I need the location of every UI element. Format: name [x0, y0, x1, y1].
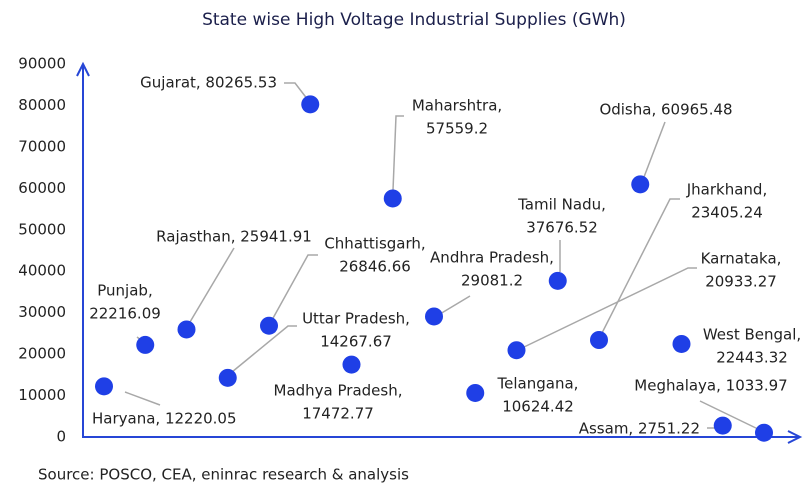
data-label: Maharshtra,	[412, 97, 502, 115]
data-label: 22216.09	[89, 305, 161, 323]
data-label: Gujarat, 80265.53	[140, 74, 277, 92]
point	[136, 335, 155, 354]
y-tick-label: 90000	[18, 55, 66, 73]
leader-line	[231, 325, 297, 373]
y-tick-label: 70000	[18, 137, 66, 155]
y-tick-label: 20000	[18, 345, 66, 363]
data-label: 26846.66	[339, 258, 411, 276]
data-label: Rajasthan, 25941.91	[156, 228, 312, 246]
data-label: Assam, 2751.22	[579, 420, 700, 438]
point	[672, 334, 691, 353]
data-label: Telangana,	[497, 375, 579, 393]
point	[548, 271, 567, 290]
data-label: 17472.77	[302, 405, 374, 423]
data-label: Odisha, 60965.48	[599, 101, 732, 119]
data-label: 22443.32	[716, 349, 788, 367]
y-arrow	[76, 61, 90, 77]
y-tick-label: 0	[56, 428, 66, 446]
leader-line	[189, 247, 235, 323]
data-label: Jharkhand,	[686, 181, 767, 199]
data-label: Uttar Pradesh,	[302, 310, 410, 328]
axes	[82, 66, 798, 438]
y-tick-label: 50000	[18, 220, 66, 238]
leader-line	[601, 198, 680, 334]
point	[260, 316, 278, 335]
leader-line	[392, 115, 404, 191]
point	[218, 368, 237, 387]
data-label: Karnataka,	[701, 250, 782, 268]
data-label: Haryana, 12220.05	[92, 410, 237, 428]
point	[507, 341, 526, 360]
point	[177, 320, 196, 339]
leader-line	[521, 267, 697, 349]
y-tick-label: 30000	[18, 303, 66, 321]
data-label: 37676.52	[526, 219, 598, 237]
point	[301, 95, 320, 114]
point	[713, 416, 732, 435]
leader-line	[124, 391, 161, 406]
point	[590, 330, 608, 349]
x-arrow	[787, 430, 803, 444]
point	[95, 377, 113, 396]
data-label: Meghalaya, 1033.97	[634, 377, 787, 395]
data-label: West Bengal,	[703, 326, 801, 344]
point	[425, 307, 443, 326]
y-tick-label: 60000	[18, 179, 66, 197]
point	[755, 423, 773, 442]
data-label: 57559.2	[426, 120, 488, 138]
data-label: 29081.2	[461, 272, 523, 290]
y-tick-label: 80000	[18, 96, 66, 114]
point	[631, 175, 650, 194]
leader-line	[271, 254, 318, 321]
source-note: Source: POSCO, CEA, eninrac research & a…	[38, 466, 409, 484]
leader-line	[643, 121, 666, 178]
chart-title: State wise High Voltage Industrial Suppl…	[202, 10, 626, 30]
data-label: Chhattisgarh,	[324, 235, 425, 253]
y-tick-label: 10000	[18, 386, 66, 404]
data-label: 23405.24	[691, 204, 763, 222]
data-label: Madhya Pradesh,	[274, 382, 403, 400]
point	[342, 355, 361, 374]
point	[466, 383, 485, 402]
data-label: Andhra Pradesh,	[430, 249, 554, 267]
leader-line	[284, 82, 309, 101]
data-label: 14267.67	[320, 333, 392, 351]
data-label: 10624.42	[502, 398, 574, 416]
leader-line	[699, 400, 761, 431]
data-label: Tamil Nadu,	[517, 196, 606, 214]
y-tick-label: 40000	[18, 262, 66, 280]
data-label: 20933.27	[705, 273, 777, 291]
point	[383, 189, 402, 208]
leader-line	[439, 295, 471, 315]
data-label: Punjab,	[97, 282, 152, 300]
